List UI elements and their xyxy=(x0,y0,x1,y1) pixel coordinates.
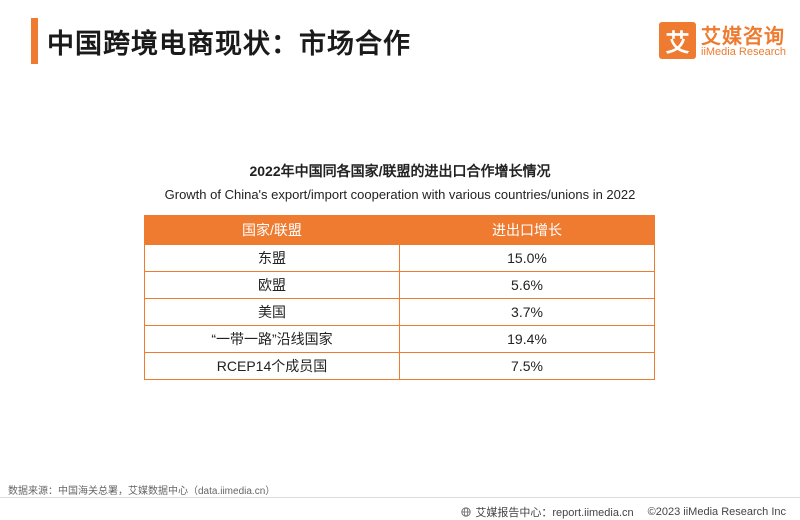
logo-name-cn: 艾媒咨询 xyxy=(701,26,785,48)
cell-country: 美国 xyxy=(144,298,400,326)
table-row: 欧盟 5.6% xyxy=(144,271,655,299)
table-row: 东盟 15.0% xyxy=(144,245,655,272)
table-subtitle: Growth of China's export/import cooperat… xyxy=(164,187,636,202)
cell-growth: 19.4% xyxy=(399,325,655,353)
growth-table: 国家/联盟 进出口增长 东盟 15.0% 欧盟 5.6% 美国 3.7% “一带… xyxy=(144,215,655,380)
cell-growth: 3.7% xyxy=(399,298,655,326)
logo-name-en: iiMedia Research xyxy=(701,46,786,58)
globe-icon xyxy=(461,507,471,517)
header-country: 国家/联盟 xyxy=(144,215,400,245)
title-accent-bar xyxy=(31,18,38,64)
copyright-text: ©2023 iiMedia Research Inc xyxy=(647,506,786,518)
header-growth: 进出口增长 xyxy=(399,215,655,245)
data-source-note: 数据来源：中国海关总署，艾媒数据中心（data.iimedia.cn） xyxy=(8,486,276,497)
cell-country: RCEP14个成员国 xyxy=(144,352,400,380)
cell-growth: 7.5% xyxy=(399,352,655,380)
table-header-row: 国家/联盟 进出口增长 xyxy=(144,215,655,245)
table-title: 2022年中国同各国家/联盟的进出口合作增长情况 xyxy=(249,163,551,179)
report-center-link[interactable]: 艾媒报告中心：report.iimedia.cn xyxy=(475,507,634,519)
cell-growth: 15.0% xyxy=(399,245,655,272)
cell-country: 欧盟 xyxy=(144,271,400,299)
footer-divider xyxy=(0,497,800,498)
table-row: “一带一路”沿线国家 19.4% xyxy=(144,325,655,353)
page-title: 中国跨境电商现状：市场合作 xyxy=(47,29,411,59)
cell-country: “一带一路”沿线国家 xyxy=(144,325,400,353)
cell-country: 东盟 xyxy=(144,245,400,272)
cell-growth: 5.6% xyxy=(399,271,655,299)
brand-logo: 艾 艾媒咨询 iiMedia Research xyxy=(659,18,789,62)
page-footer: 艾媒报告中心：report.iimedia.cn ©2023 iiMedia R… xyxy=(461,504,786,520)
logo-mark: 艾 xyxy=(659,22,696,59)
table-row: RCEP14个成员国 7.5% xyxy=(144,352,655,380)
table-row: 美国 3.7% xyxy=(144,298,655,326)
